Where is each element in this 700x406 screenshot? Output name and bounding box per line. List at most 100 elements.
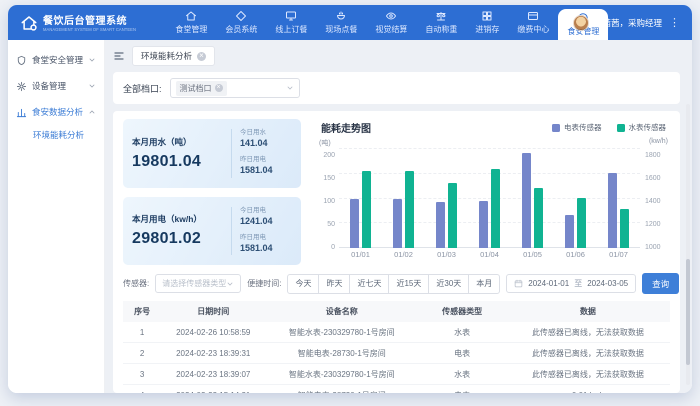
quick-time-本月[interactable]: 本月 [468, 274, 500, 294]
nav-label: 缴费中心 [517, 24, 549, 35]
column-header: 日期时间 [161, 301, 265, 322]
bar-水表传感器-01/07[interactable] [620, 209, 629, 248]
vision-checkout-icon [385, 10, 397, 22]
right-axis-unit: (kw/h) [649, 138, 668, 148]
nav-vision-checkout[interactable]: 视觉结算 [366, 5, 416, 40]
app-subtitle: MANAGEMENT SYSTEM OF SMART CANTEEN [43, 28, 136, 33]
bar-电表传感器-01/01[interactable] [350, 199, 359, 249]
legend-水表传感器[interactable]: 水表传感器 [617, 122, 667, 133]
table-cell: 智能电表-28730-1号房间 [265, 385, 418, 394]
electric-today-label: 今日用电 [240, 204, 292, 214]
table-row[interactable]: 42024-02-23 15:14:21智能电表-28730-1号房间电表0.0… [123, 385, 670, 394]
date-start[interactable]: 2024-01-01 [528, 279, 569, 288]
y-tick-left: 150 [315, 175, 335, 182]
bar-水表传感器-01/04[interactable] [491, 169, 500, 248]
bar-series [339, 149, 640, 248]
bar-水表传感器-01/05[interactable] [534, 188, 543, 248]
date-range-picker[interactable]: 2024-01-01 至 2024-03-05 [506, 274, 636, 293]
bar-水表传感器-01/01[interactable] [362, 171, 371, 248]
bar-group-01/03 [425, 149, 468, 248]
stall-tag: 测试档口 × [176, 81, 227, 96]
table-row[interactable]: 12024-02-26 10:58:59智能水表-230329780-1号房间水… [123, 322, 670, 343]
sidebar-item-canteen-safety[interactable]: 食堂安全管理 [8, 47, 104, 73]
y-tick-left: 200 [315, 152, 335, 159]
water-card-title: 本月用水（吨） [132, 136, 223, 148]
nav-canteen-mgmt[interactable]: 食堂管理 [166, 5, 216, 40]
bar-电表传感器-01/05[interactable] [522, 153, 531, 248]
legend-电表传感器[interactable]: 电表传感器 [552, 122, 602, 133]
nav-payment-center[interactable]: 缴费中心 [508, 5, 558, 40]
bar-水表传感器-01/06[interactable] [577, 198, 586, 248]
bar-电表传感器-01/04[interactable] [479, 201, 488, 248]
y-tick-right: 1200 [645, 221, 670, 228]
table-row[interactable]: 32024-02-23 18:39:07智能水表-230329780-1号房间水… [123, 364, 670, 385]
table-cell: 2 [123, 343, 161, 364]
bar-电表传感器-01/03[interactable] [436, 202, 445, 248]
user-menu[interactable]: 王茜茜，采购经理 ⋮ [563, 5, 692, 40]
nav-inventory[interactable]: 进销存 [466, 5, 508, 40]
nav-onsite-order[interactable]: 现场点餐 [316, 5, 366, 40]
sidebar-item-label: 设备管理 [32, 80, 66, 92]
table-row[interactable]: 22024-02-23 18:39:31智能电表-28730-1号房间电表此传感… [123, 343, 670, 364]
app-window: 餐饮后台管理系统 MANAGEMENT SYSTEM OF SMART CANT… [8, 5, 692, 393]
column-header: 传感器类型 [418, 301, 506, 322]
left-axis-unit: (吨) [319, 138, 331, 148]
more-menu-icon[interactable]: ⋮ [669, 16, 680, 29]
sidebar-subitem-env-energy-analysis[interactable]: 环境能耗分析 [8, 125, 104, 147]
bar-group-01/02 [382, 149, 425, 248]
bar-电表传感器-01/02[interactable] [393, 199, 402, 249]
chart-icon [16, 107, 27, 118]
nav-online-order[interactable]: 线上订餐 [266, 5, 316, 40]
y-tick-left: 0 [315, 244, 335, 251]
bar-水表传感器-01/03[interactable] [448, 183, 457, 248]
vertical-scrollbar[interactable] [686, 104, 690, 385]
shield-icon [16, 55, 27, 66]
quick-time-近30天[interactable]: 近30天 [428, 274, 469, 294]
column-header: 设备名称 [265, 301, 418, 322]
column-header: 数据 [506, 301, 670, 322]
sidebar-item-device-mgmt[interactable]: 设备管理 [8, 73, 104, 99]
tab-label: 环境能耗分析 [141, 50, 192, 62]
stall-select[interactable]: 测试档口 × [170, 78, 300, 98]
scrollbar-thumb[interactable] [686, 259, 690, 366]
tab-close-icon[interactable]: × [197, 52, 206, 61]
tab-list-icon[interactable] [113, 50, 125, 62]
tag-close-icon[interactable]: × [215, 84, 223, 92]
chevron-down-icon [286, 84, 294, 92]
energy-trend-chart: 能耗走势图 电表传感器水表传感器 (吨) (kw/h) 200150100500… [315, 119, 670, 265]
date-end[interactable]: 2024-03-05 [587, 279, 628, 288]
calendar-icon [514, 279, 523, 288]
bar-电表传感器-01/07[interactable] [608, 173, 617, 248]
records-table: 序号日期时间设备名称传感器类型数据 12024-02-26 10:58:59智能… [123, 301, 670, 393]
bar-水表传感器-01/02[interactable] [405, 171, 414, 248]
top-header: 餐饮后台管理系统 MANAGEMENT SYSTEM OF SMART CANT… [8, 5, 692, 40]
quick-time-昨天[interactable]: 昨天 [318, 274, 350, 294]
x-tick: 01/07 [597, 250, 640, 261]
app-title: 餐饮后台管理系统 [43, 12, 156, 27]
x-axis-labels: 01/0101/0201/0301/0401/0501/0601/07 [339, 250, 640, 261]
auto-weigh-icon [435, 10, 447, 22]
user-name: 王茜茜，采购经理 [594, 17, 662, 29]
y-axis-right: 18001600140012001000 [640, 149, 670, 248]
table-cell: 智能电表-28730-1号房间 [265, 343, 418, 364]
table-cell: 2024-02-26 10:58:59 [161, 322, 265, 343]
quick-time-今天[interactable]: 今天 [287, 274, 319, 294]
chart-legend: 电表传感器 水表传感器 [552, 122, 666, 133]
bar-group-01/07 [597, 149, 640, 248]
electric-yesterday-label: 昨日用电 [240, 231, 292, 241]
search-button[interactable]: 查询 [642, 273, 679, 294]
table-cell: 0.01 kwh [506, 385, 670, 394]
nav-auto-weigh[interactable]: 自动称重 [416, 5, 466, 40]
x-tick: 01/04 [468, 250, 511, 261]
electric-card-title: 本月用电（kw/h） [132, 213, 223, 225]
tab-env-energy-analysis[interactable]: 环境能耗分析 × [132, 46, 215, 66]
table-cell: 电表 [418, 385, 506, 394]
stall-filter-label: 全部档口: [123, 82, 162, 95]
quick-time-近15天[interactable]: 近15天 [388, 274, 429, 294]
y-tick-right: 1000 [645, 244, 670, 251]
sensor-type-select[interactable]: 请选择传感器类型 [155, 274, 241, 293]
sidebar-item-food-data-analysis[interactable]: 食安数据分析 [8, 99, 104, 125]
quick-time-近七天[interactable]: 近七天 [349, 274, 389, 294]
bar-电表传感器-01/06[interactable] [565, 215, 574, 248]
nav-member-system[interactable]: 会员系统 [216, 5, 266, 40]
